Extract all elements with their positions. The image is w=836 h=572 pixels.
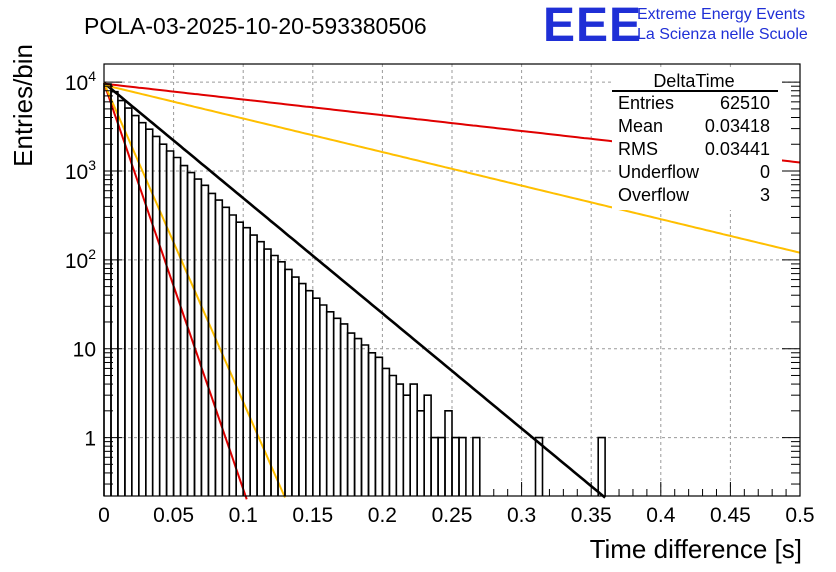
- stats-row-label: Entries: [618, 93, 674, 113]
- histogram-bin: [395, 383, 405, 496]
- histogram-bin: [200, 184, 210, 496]
- histogram-bin: [103, 83, 112, 496]
- x-tick-label: 0.05: [153, 504, 194, 527]
- histogram-bin: [256, 240, 265, 496]
- histogram-bin: [277, 261, 286, 496]
- histogram-bin: [298, 282, 307, 496]
- stats-row-value: 62510: [720, 93, 770, 113]
- histogram-bin: [325, 311, 335, 496]
- histogram-bin: [416, 410, 425, 496]
- x-axis-label: Time difference [s]: [590, 534, 802, 564]
- stats-row-value: 0.03418: [705, 116, 770, 136]
- histogram-bin: [374, 356, 384, 496]
- x-tick-label: 0.3: [507, 504, 536, 527]
- histogram-bin: [319, 304, 328, 496]
- stats-row-label: Overflow: [618, 185, 690, 205]
- histogram-bin: [138, 121, 147, 496]
- histogram-bin: [207, 192, 217, 496]
- histogram-bin: [423, 394, 432, 496]
- histogram-bin: [451, 436, 460, 496]
- fit-curve-fit: [103, 81, 606, 499]
- y-axis-label: Entries/bin: [8, 44, 38, 167]
- y-tick-label: 102: [65, 246, 96, 273]
- histogram-bin: [235, 221, 244, 496]
- stats-title: DeltaTime: [653, 71, 734, 91]
- stats-row-value: 0.03441: [705, 139, 770, 159]
- y-tick-label: 1: [84, 428, 96, 451]
- x-tick-label: 0.35: [571, 504, 612, 527]
- x-tick-label: 0.4: [646, 504, 676, 527]
- histogram-bin: [444, 410, 453, 496]
- stats-row-value: 0: [760, 162, 770, 182]
- plot-frame: [103, 63, 801, 497]
- histogram-bin: [430, 436, 439, 496]
- histogram-bin: [110, 90, 119, 496]
- fit-curve-upper-fast: [103, 82, 248, 500]
- eee-logo-line2: La Scienza nelle Scuole: [637, 26, 808, 43]
- histogram-bin: [270, 254, 279, 496]
- stats-row-label: Underflow: [618, 162, 700, 182]
- histogram-bin: [472, 436, 481, 496]
- stats-box: DeltaTime Entries 62510 Mean 0.03418 RMS…: [612, 70, 782, 210]
- histogram-bin: [305, 289, 314, 496]
- histogram-bin: [339, 323, 349, 496]
- x-tick-label: 0: [98, 504, 110, 527]
- histogram-bin: [437, 436, 446, 496]
- y-tick-label: 10: [73, 339, 96, 362]
- histogram-bin: [409, 383, 418, 496]
- histogram-bin: [117, 99, 126, 496]
- stats-row-label: Mean: [618, 116, 663, 136]
- histogram-bin: [388, 374, 398, 496]
- histogram-bin: [402, 394, 411, 496]
- chart-title: POLA-03-2025-10-20-593380506: [84, 13, 427, 39]
- histogram-bin: [534, 436, 544, 496]
- eee-logo: EEE Extreme Energy Events La Scienza nel…: [543, 0, 808, 52]
- y-tick-label: 103: [65, 157, 96, 184]
- histogram-bin: [249, 234, 258, 496]
- fit-curves: [103, 81, 801, 500]
- histogram-bin: [151, 135, 161, 496]
- histogram-bin: [242, 226, 251, 496]
- histogram-bin: [458, 436, 467, 496]
- histogram-bin: [165, 150, 175, 496]
- y-tick-label: 104: [65, 68, 96, 95]
- fit-curve-lower-slow: [103, 83, 801, 254]
- histogram-bin: [346, 332, 356, 496]
- eee-logo-line1: Extreme Energy Events: [637, 6, 805, 23]
- histogram-bin: [158, 143, 168, 496]
- histogram-bin: [312, 297, 321, 496]
- histogram-bin: [284, 268, 293, 496]
- histogram-bin: [367, 352, 377, 496]
- histogram-bin: [172, 156, 182, 496]
- x-tick-label: 0.2: [368, 504, 397, 527]
- x-tick-label: 0.5: [785, 504, 814, 527]
- histogram-bin: [353, 337, 363, 496]
- stats-box-bg: [612, 70, 782, 210]
- histogram-bin: [179, 164, 189, 496]
- histogram-bin: [291, 276, 300, 496]
- x-tick-label: 0.1: [229, 504, 258, 527]
- x-tick-label: 0.15: [292, 504, 333, 527]
- x-tick-label: 0.45: [710, 504, 751, 527]
- histogram-bin: [360, 344, 370, 496]
- x-tick-label: 0.25: [432, 504, 473, 527]
- histogram-bin: [381, 367, 391, 496]
- tick-labels: 0 0.05 0.1 0.15 0.2 0.25 0.3 0.35 0.4 0.45 0.5 1 10 1…: [65, 68, 815, 527]
- stats-row-label: RMS: [618, 139, 658, 159]
- stats-row-value: 3: [760, 185, 770, 205]
- histogram-bin: [221, 206, 231, 496]
- eee-logo-mark: EEE: [543, 0, 642, 52]
- histogram-bin: [597, 436, 606, 496]
- histogram-bin: [332, 317, 342, 496]
- axes: [103, 63, 801, 497]
- histogram-bin: [193, 178, 203, 496]
